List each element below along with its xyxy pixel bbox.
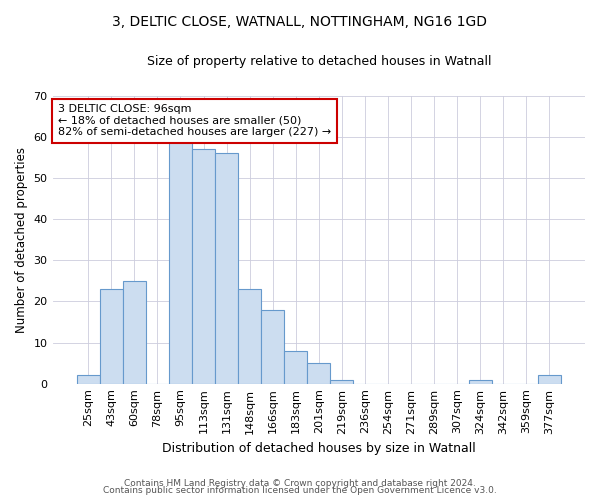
Bar bbox=[330, 380, 353, 384]
Bar bbox=[238, 289, 261, 384]
Y-axis label: Number of detached properties: Number of detached properties bbox=[15, 146, 28, 332]
Bar bbox=[192, 149, 215, 384]
Title: Size of property relative to detached houses in Watnall: Size of property relative to detached ho… bbox=[146, 55, 491, 68]
Bar bbox=[307, 363, 330, 384]
Bar bbox=[469, 380, 491, 384]
Bar bbox=[261, 310, 284, 384]
Text: 3 DELTIC CLOSE: 96sqm
← 18% of detached houses are smaller (50)
82% of semi-deta: 3 DELTIC CLOSE: 96sqm ← 18% of detached … bbox=[58, 104, 331, 138]
Bar bbox=[123, 281, 146, 384]
Text: Contains public sector information licensed under the Open Government Licence v3: Contains public sector information licen… bbox=[103, 486, 497, 495]
Text: Contains HM Land Registry data © Crown copyright and database right 2024.: Contains HM Land Registry data © Crown c… bbox=[124, 478, 476, 488]
X-axis label: Distribution of detached houses by size in Watnall: Distribution of detached houses by size … bbox=[162, 442, 476, 455]
Bar bbox=[100, 289, 123, 384]
Text: 3, DELTIC CLOSE, WATNALL, NOTTINGHAM, NG16 1GD: 3, DELTIC CLOSE, WATNALL, NOTTINGHAM, NG… bbox=[113, 15, 487, 29]
Bar bbox=[284, 351, 307, 384]
Bar bbox=[169, 141, 192, 384]
Bar bbox=[538, 376, 561, 384]
Bar bbox=[77, 376, 100, 384]
Bar bbox=[215, 153, 238, 384]
